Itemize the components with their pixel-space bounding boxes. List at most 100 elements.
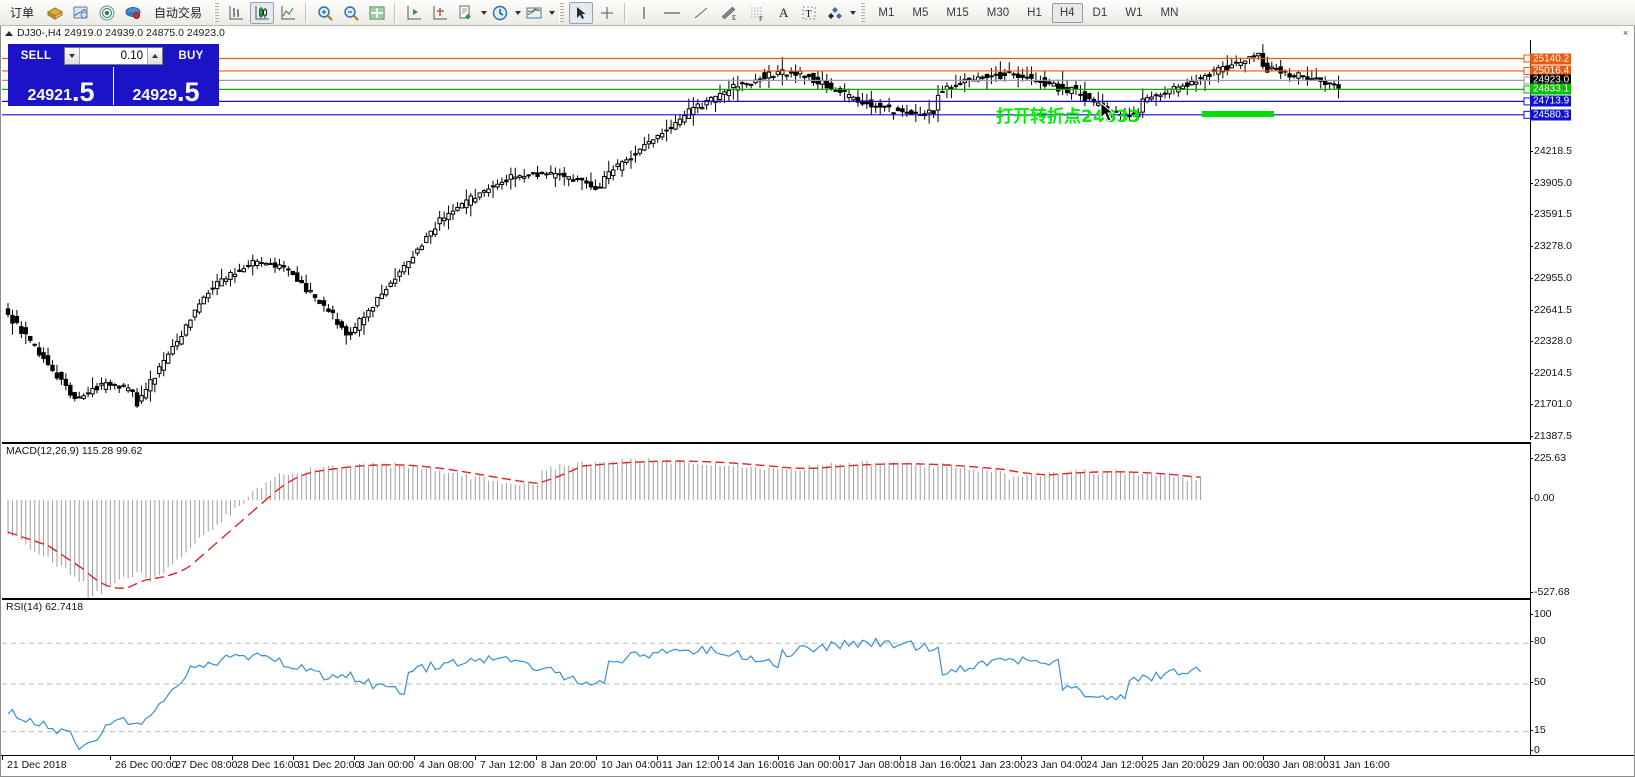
timeframe-m15[interactable]: M15 [946, 6, 969, 19]
volume-decrease-button[interactable] [65, 48, 80, 64]
buy-button[interactable]: BUY [178, 50, 204, 62]
volume-stepper[interactable]: 0.10 [64, 47, 163, 65]
timeframe-m1[interactable]: M1 [878, 6, 895, 19]
volume-increase-button[interactable] [147, 48, 162, 64]
navigator-icon[interactable] [95, 2, 119, 24]
new-order-icon[interactable] [43, 2, 67, 24]
macd-pane[interactable]: MACD(12,26,9) 115.28 99.62 225.63 0.00 -52… [2, 442, 1634, 599]
time-axis[interactable]: 21 Dec 2018 26 Dec 00:00 27 Dec 08:00 28 De… [1, 755, 1634, 776]
candlestick-chart-icon[interactable] [250, 1, 275, 24]
time-axis-tick: 10 Jan 04:00 [596, 756, 662, 771]
price-level-tag[interactable]: 25016.4 [1530, 65, 1572, 77]
sell-button[interactable]: SELL [20, 50, 52, 62]
strategy-tester-icon[interactable] [121, 2, 145, 24]
templates-dropdown-caret[interactable] [549, 10, 556, 15]
timeframe-h4[interactable]: H4 [1051, 2, 1083, 23]
toolbar-grip[interactable] [214, 2, 220, 23]
sell-price-fraction: .5 [71, 77, 95, 108]
rsi-axis-tick: 100 [1530, 608, 1552, 620]
zoom-out-icon[interactable] [339, 2, 363, 24]
trendline-icon[interactable] [688, 2, 714, 24]
rsi-pane-divider [2, 598, 1531, 600]
timeframe-w1[interactable]: W1 [1125, 6, 1143, 19]
time-axis-tick: 21 Dec 2018 [2, 756, 67, 771]
zoom-in-icon[interactable] [313, 2, 337, 24]
periods-icon[interactable] [488, 2, 512, 24]
vertical-line-icon[interactable] [632, 2, 656, 24]
price-level-tag[interactable]: 25140.2 [1530, 53, 1572, 64]
buy-price-integer: 24929 [132, 87, 177, 104]
time-axis-tick: 24 Jan 12:00 [1081, 756, 1147, 771]
rsi-axis[interactable]: 100 80 50 15 0 [1530, 598, 1634, 756]
equidistant-channel-icon[interactable]: E [716, 2, 742, 24]
objects-icon[interactable] [823, 2, 847, 24]
bar-chart-icon[interactable] [224, 2, 248, 24]
time-axis-tick: 16 Jan 00:00 [778, 756, 844, 771]
periods-dropdown-caret[interactable] [515, 10, 522, 15]
price-pane[interactable]: 打开转折点24833 24218.5 23905.0 23591.5 23278.0 2… [2, 40, 1634, 442]
indicators-icon[interactable] [454, 2, 478, 24]
order-button[interactable]: 订单 [10, 6, 35, 20]
chart-annotation-text[interactable]: 打开转折点24833 [996, 107, 1141, 127]
text-label-icon[interactable]: T [797, 2, 821, 24]
price-axis-tick: 21701.0 [1530, 398, 1572, 411]
price-level-tag[interactable]: 24713.9 [1530, 95, 1572, 107]
data-window-icon[interactable] [69, 2, 93, 24]
timeframe-d1[interactable]: D1 [1092, 6, 1108, 19]
toolbar-grip[interactable] [559, 2, 565, 23]
tile-windows-icon[interactable] [365, 2, 389, 24]
timeframe-mn[interactable]: MN [1160, 6, 1179, 19]
svg-text:E: E [732, 14, 736, 22]
objects-dropdown-caret[interactable] [850, 10, 857, 15]
price-axis-tick: 23278.0 [1530, 239, 1572, 252]
time-axis-tick: 11 Jan 12:00 [657, 756, 722, 771]
horizontal-line-icon[interactable] [658, 2, 686, 24]
toolbar-separator [394, 2, 398, 23]
time-axis-tick: 23 Jan 04:00 [1021, 756, 1087, 771]
macd-axis-tick: -527.68 [1530, 586, 1570, 598]
line-chart-icon[interactable] [276, 2, 300, 24]
crosshair-icon[interactable] [595, 2, 619, 24]
price-axis-tick: 22014.5 [1530, 366, 1572, 379]
volume-input[interactable]: 0.10 [120, 50, 143, 62]
macd-axis-tick: 0.00 [1529, 492, 1555, 505]
auto-scroll-icon[interactable] [428, 2, 452, 24]
text-icon[interactable]: A [779, 4, 789, 20]
cursor-icon[interactable] [569, 1, 594, 24]
price-level-tag[interactable]: 24580.3 [1530, 109, 1572, 121]
main-toolbar: 订单 自动交易 [0, 0, 1635, 26]
time-axis-tick: 30 Jan 08:00 [1263, 756, 1329, 771]
chart-shift-icon[interactable] [402, 2, 426, 24]
time-axis-tick: 4 Jan 08:00 [414, 756, 474, 771]
octp-header: SELL 0.10 BUY [9, 45, 218, 67]
chart-window: DJ30-,H4 24919.0 24939.0 24875.0 24923.0… [0, 26, 1635, 777]
time-axis-tick: 25 Jan 20:00 [1142, 756, 1208, 771]
buy-price[interactable]: 24929 .5 [114, 67, 218, 106]
green-highlight-bar[interactable] [1202, 111, 1274, 117]
time-axis-tick: 14 Jan 16:00 [718, 756, 784, 771]
toolbar-grip[interactable] [860, 2, 866, 23]
close-icon[interactable]: × [1622, 27, 1629, 38]
price-axis[interactable]: 24218.5 23905.0 23591.5 23278.0 22955.0 22641… [1530, 40, 1634, 442]
timeframe-m5[interactable]: M5 [912, 6, 929, 19]
time-axis-tick: 7 Jan 12:00 [475, 756, 535, 771]
rsi-pane[interactable]: RSI(14) 62.7418 100 80 50 15 0 [2, 598, 1634, 756]
indicators-dropdown-caret[interactable] [481, 10, 488, 15]
fibonacci-icon[interactable]: F [744, 2, 770, 24]
macd-axis[interactable]: 225.63 0.00 -527.68 [1529, 442, 1634, 598]
templates-icon[interactable] [522, 2, 546, 24]
chart-arrow-icon [5, 30, 13, 36]
octp-prices: 24921 .5 24929 .5 [9, 67, 218, 108]
one-click-trading-panel[interactable]: SELL 0.10 BUY 24921 .5 24929 .5 [8, 44, 219, 106]
timeframe-m30[interactable]: M30 [986, 6, 1010, 19]
time-axis-tick: 28 Dec 16:00 [231, 756, 300, 771]
timeframe-h1[interactable]: H1 [1027, 6, 1042, 19]
sell-price[interactable]: 24921 .5 [9, 67, 114, 108]
price-level-tag[interactable]: 24923.0 [1530, 74, 1572, 86]
auto-trading-button[interactable]: 自动交易 [154, 6, 203, 20]
price-level-tag[interactable]: 24833.1 [1530, 83, 1572, 95]
time-axis-tick: 31 Dec 20:00 [292, 756, 361, 771]
price-candlesticks [5, 44, 1341, 408]
rsi-axis-tick: 15 [1530, 723, 1546, 736]
macd-pane-divider [2, 442, 1531, 444]
